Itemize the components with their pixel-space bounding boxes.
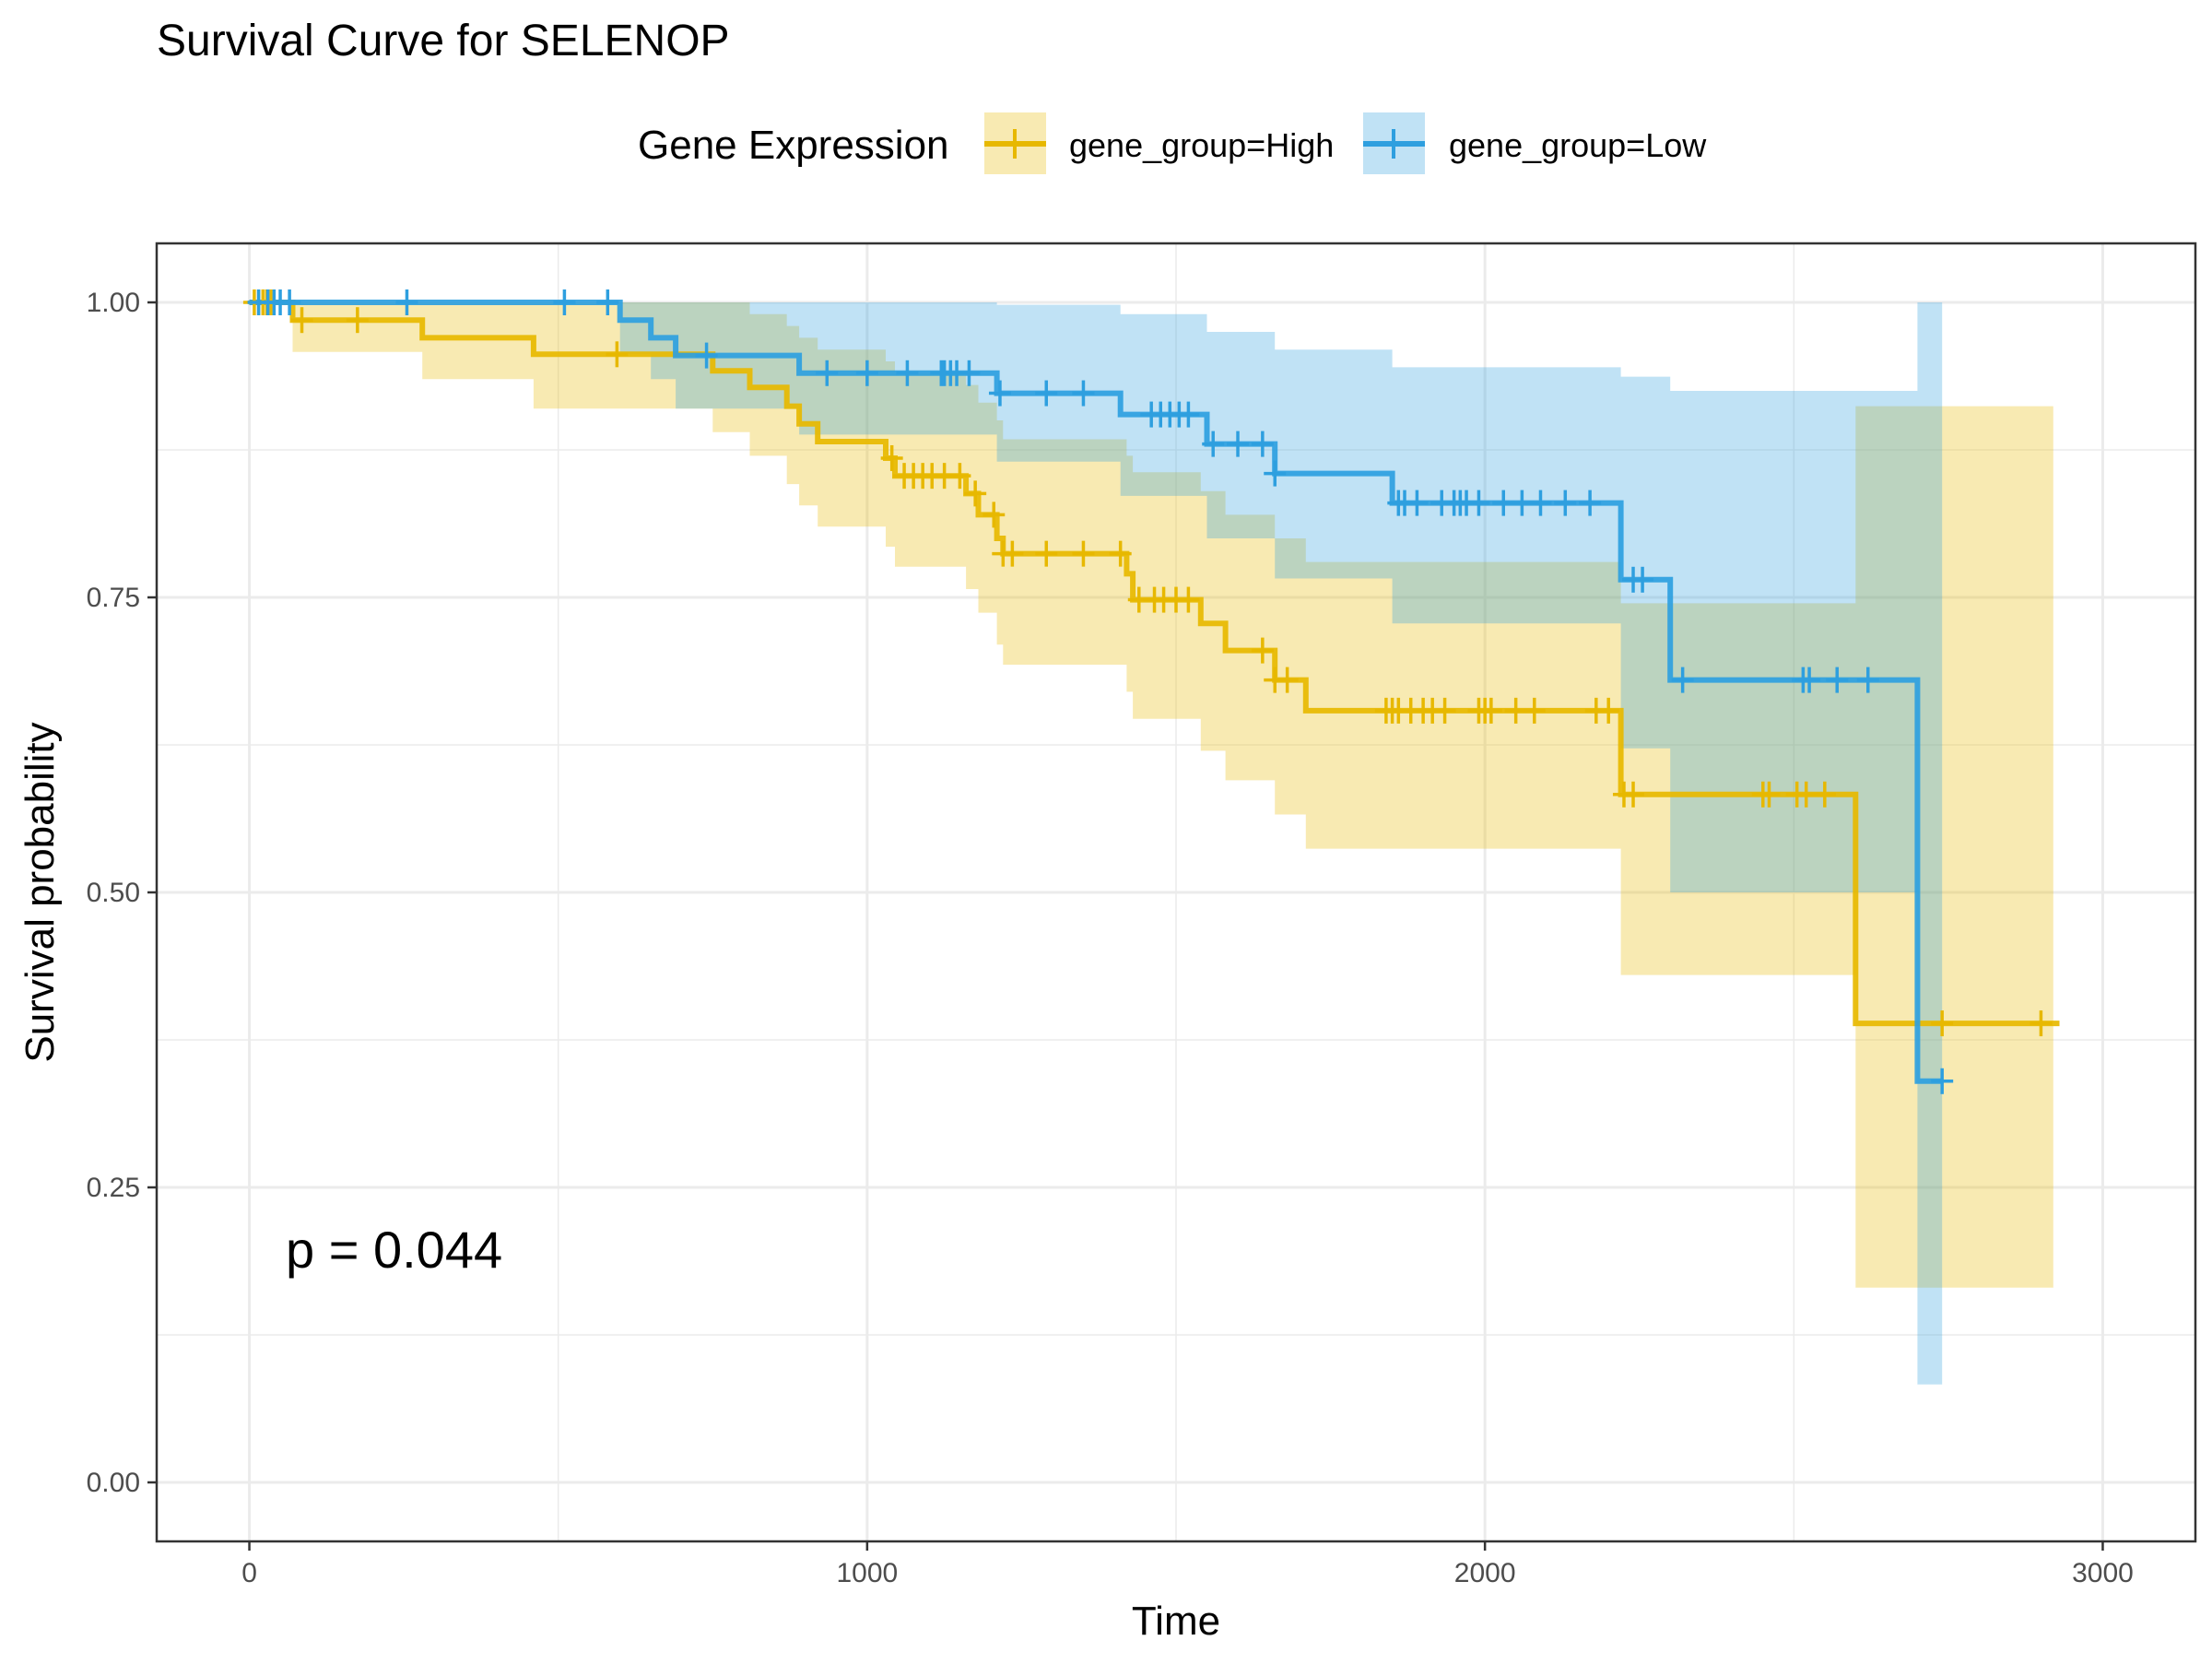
censor-mark-high [1758, 781, 1781, 808]
censor-mark-low [958, 360, 981, 386]
censor-mark-low [395, 289, 418, 315]
censor-mark-low [1671, 667, 1694, 693]
y-tick-label: 0.00 [87, 1468, 140, 1498]
censor-mark-low [1492, 490, 1515, 516]
censor-mark-high [1523, 697, 1546, 724]
confidence-band-low [249, 302, 1943, 1385]
legend-key-high [984, 112, 1046, 174]
censor-mark-low [1202, 431, 1225, 457]
censor-mark-high [964, 480, 987, 507]
censor-mark-low [816, 360, 839, 386]
censor-mark-high [290, 307, 313, 334]
p-value-annotation: p = 0.044 [286, 1221, 502, 1279]
censor-mark-low [1264, 460, 1287, 487]
censor-mark-high [1504, 697, 1527, 724]
censor-mark-low [1227, 431, 1250, 457]
y-tick-label: 0.50 [87, 878, 140, 908]
x-tick-label: 2000 [1454, 1558, 1516, 1588]
censor-mark-high [880, 444, 903, 471]
axes: 0 1000 2000 3000 0.00 0.25 0.50 0.75 1.00 [87, 288, 2134, 1588]
censor-mark-low [1529, 490, 1552, 516]
x-tick-label: 1000 [836, 1558, 898, 1588]
censor-mark-high [982, 502, 1006, 528]
legend: Gene Expression gene_group=High gene_gro… [638, 112, 1707, 174]
censor-mark-low [1251, 431, 1274, 457]
legend-key-low [1363, 112, 1425, 174]
censor-mark-high [1177, 586, 1200, 613]
chart-title: Survival Curve for SELENOP [157, 17, 730, 65]
censor-mark-low [988, 380, 1011, 407]
censor-mark-high [346, 307, 369, 334]
y-tick-label: 0.25 [87, 1173, 140, 1203]
censor-mark-high [1035, 540, 1058, 567]
censor-mark-high [1276, 667, 1299, 693]
censor-mark-low [1035, 380, 1058, 407]
censor-mark-low [553, 289, 576, 315]
y-axis-title: Survival probability [18, 722, 63, 1062]
censor-mark-low [1631, 566, 1654, 593]
censor-mark-high [1931, 1010, 1954, 1037]
censor-mark-high [1072, 540, 1095, 567]
censor-mark-low [278, 289, 301, 315]
legend-label-high: gene_group=High [1069, 126, 1334, 164]
censor-mark-low [1931, 1068, 1954, 1094]
censor-mark-low [1072, 380, 1095, 407]
censor-mark-low [596, 289, 619, 315]
censor-mark-low [1856, 667, 1879, 693]
censor-mark-low [1467, 490, 1490, 516]
y-tick-label: 1.00 [87, 288, 140, 318]
censor-mark-low [1826, 667, 1849, 693]
censor-mark-high [1597, 697, 1620, 724]
censor-mark-low [1554, 490, 1577, 516]
censor-mark-low [695, 342, 718, 369]
y-tick-label: 0.75 [87, 583, 140, 613]
censor-marks [242, 289, 2053, 1094]
censor-mark-high [1251, 637, 1274, 664]
censor-mark-low [1798, 667, 1821, 693]
censor-mark-low [1177, 401, 1200, 428]
censor-mark-high [1813, 781, 1836, 808]
censor-mark-high [1794, 781, 1818, 808]
x-axis-title: Time [1132, 1599, 1220, 1644]
censor-mark-low [1579, 490, 1602, 516]
censor-mark-high [1001, 540, 1024, 567]
censor-mark-low [896, 360, 919, 386]
censor-mark-low [1511, 490, 1534, 516]
censor-mark-high [2030, 1010, 2053, 1037]
x-tick-label: 0 [241, 1558, 257, 1588]
censor-mark-high [606, 341, 629, 368]
censor-mark-low [1406, 490, 1429, 516]
censor-mark-low [855, 360, 878, 386]
censor-mark-high [948, 463, 971, 490]
censor-mark-high [1433, 697, 1456, 724]
legend-title: Gene Expression [638, 123, 949, 168]
x-tick-label: 3000 [2072, 1558, 2134, 1588]
censor-mark-high [1479, 697, 1502, 724]
legend-label-low: gene_group=Low [1449, 126, 1707, 164]
censor-mark-high [1109, 540, 1132, 567]
censor-mark-high [1622, 781, 1645, 808]
